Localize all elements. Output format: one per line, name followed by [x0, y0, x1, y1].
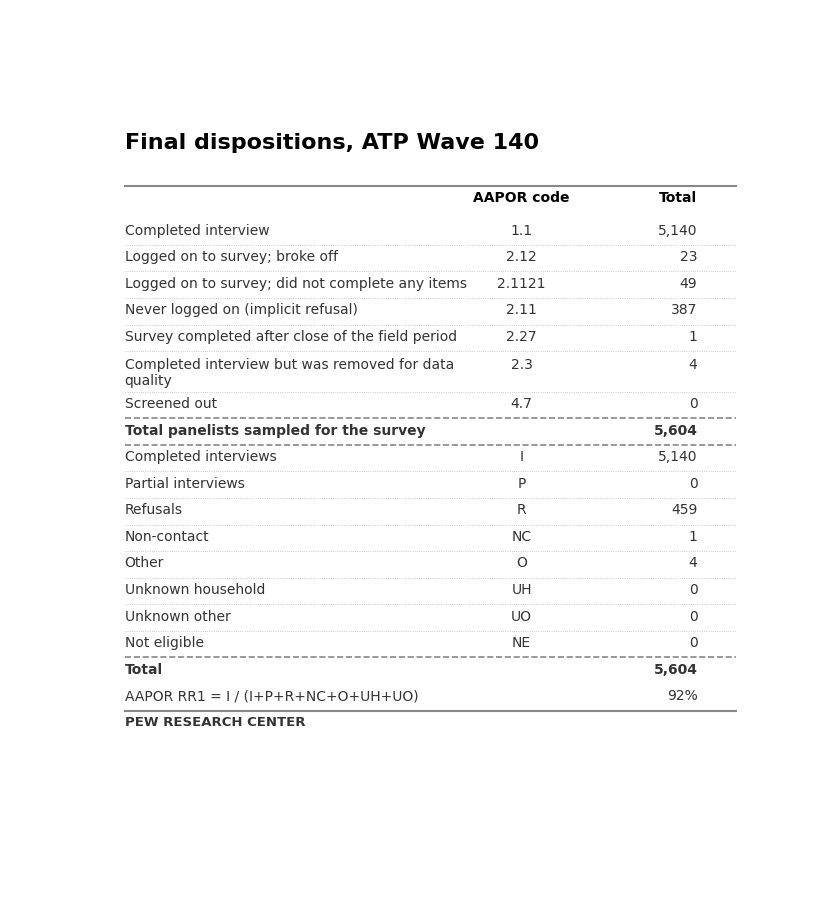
Text: Total: Total [659, 192, 697, 205]
Text: P: P [517, 477, 526, 490]
Text: 0: 0 [689, 477, 697, 490]
Text: 49: 49 [680, 277, 697, 291]
Text: 1: 1 [689, 330, 697, 344]
Text: UO: UO [511, 609, 533, 624]
Text: 4.7: 4.7 [511, 397, 533, 411]
Text: Refusals: Refusals [124, 503, 182, 518]
Text: Completed interviews: Completed interviews [124, 450, 276, 464]
Text: Unknown other: Unknown other [124, 609, 230, 624]
Text: 92%: 92% [667, 689, 697, 704]
Text: Partial interviews: Partial interviews [124, 477, 244, 490]
Text: UH: UH [512, 583, 532, 597]
Text: 2.12: 2.12 [507, 251, 537, 264]
Text: 2.1121: 2.1121 [497, 277, 546, 291]
Text: Total panelists sampled for the survey: Total panelists sampled for the survey [124, 424, 425, 438]
Text: Survey completed after close of the field period: Survey completed after close of the fiel… [124, 330, 457, 344]
Text: 0: 0 [689, 583, 697, 597]
Text: PEW RESEARCH CENTER: PEW RESEARCH CENTER [124, 716, 305, 729]
Text: 0: 0 [689, 637, 697, 650]
Text: 2.3: 2.3 [511, 358, 533, 371]
Text: 5,140: 5,140 [658, 223, 697, 238]
Text: Logged on to survey; broke off: Logged on to survey; broke off [124, 251, 338, 264]
Text: 2.27: 2.27 [507, 330, 537, 344]
Text: NE: NE [512, 637, 531, 650]
Text: 5,140: 5,140 [658, 450, 697, 464]
Text: Never logged on (implicit refusal): Never logged on (implicit refusal) [124, 303, 357, 318]
Text: I: I [520, 450, 523, 464]
Text: AAPOR RR1 = I / (I+P+R+NC+O+UH+UO): AAPOR RR1 = I / (I+P+R+NC+O+UH+UO) [124, 689, 418, 704]
Text: 387: 387 [671, 303, 697, 318]
Text: 5,604: 5,604 [654, 663, 697, 676]
Text: O: O [517, 557, 527, 570]
Text: Logged on to survey; did not complete any items: Logged on to survey; did not complete an… [124, 277, 466, 291]
Text: Non-contact: Non-contact [124, 530, 209, 544]
Text: 459: 459 [671, 503, 697, 518]
Text: Other: Other [124, 557, 164, 570]
Text: 0: 0 [689, 397, 697, 411]
Text: Completed interview but was removed for data
quality: Completed interview but was removed for … [124, 358, 454, 388]
Text: Final dispositions, ATP Wave 140: Final dispositions, ATP Wave 140 [124, 133, 538, 153]
Text: 2.11: 2.11 [507, 303, 537, 318]
Text: Unknown household: Unknown household [124, 583, 265, 597]
Text: Total: Total [124, 663, 163, 676]
Text: 5,604: 5,604 [654, 424, 697, 438]
Text: R: R [517, 503, 527, 518]
Text: 0: 0 [689, 609, 697, 624]
Text: Not eligible: Not eligible [124, 637, 203, 650]
Text: 4: 4 [689, 358, 697, 371]
Text: Completed interview: Completed interview [124, 223, 269, 238]
Text: 1: 1 [689, 530, 697, 544]
Text: 1.1: 1.1 [511, 223, 533, 238]
Text: AAPOR code: AAPOR code [474, 192, 570, 205]
Text: NC: NC [512, 530, 532, 544]
Text: 23: 23 [680, 251, 697, 264]
Text: Screened out: Screened out [124, 397, 217, 411]
Text: 4: 4 [689, 557, 697, 570]
